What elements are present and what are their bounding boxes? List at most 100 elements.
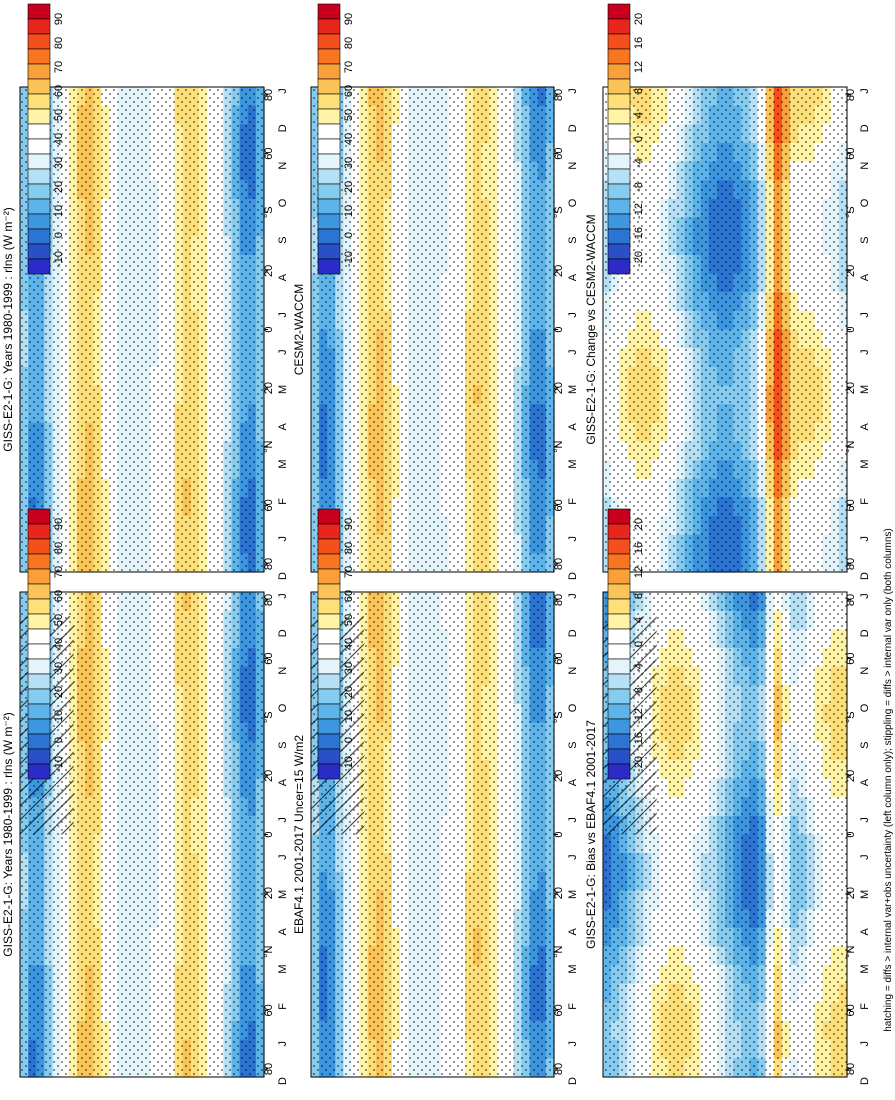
- month-tick-label: N: [567, 162, 579, 170]
- month-tick-label: S: [859, 742, 871, 749]
- colorbar-swatch: [27, 33, 51, 50]
- lat-tick-label: 80: [263, 558, 275, 570]
- month-tick-label: F: [859, 1003, 871, 1010]
- month-tick-label: M: [567, 459, 579, 468]
- colorbar-label: 80: [343, 542, 355, 554]
- month-tick-label: M: [859, 459, 871, 468]
- colorbar-swatch: [317, 748, 341, 765]
- colorbar-swatch: [317, 763, 341, 780]
- colorbar-swatch: [27, 48, 51, 65]
- panel-title: GISS-E2-1-G: Change vs CESM2-WACCM: [584, 214, 598, 444]
- lat-tick-label: 60: [263, 1004, 275, 1016]
- colorbar-swatch: [27, 703, 51, 720]
- colorbar-label: 70: [53, 61, 65, 73]
- month-tick-label: A: [567, 927, 579, 935]
- month-tick-label: O: [567, 703, 579, 712]
- lat-tick-label: 60: [263, 653, 275, 665]
- panel-title: GISS-E2-1-G: Years 1980-1999 : rlns (W m…: [1, 207, 15, 451]
- month-tick-label: A: [567, 273, 579, 281]
- colorbar-swatch: [317, 93, 341, 110]
- lat-tick-label: 0: [263, 326, 275, 332]
- colorbar-swatch: [317, 718, 341, 735]
- month-tick-label: J: [567, 1041, 579, 1047]
- month-tick-label: J: [859, 817, 871, 823]
- month-tick-label: J: [567, 536, 579, 542]
- colorbar-swatch: [27, 18, 51, 35]
- colorbar-swatch: [27, 568, 51, 585]
- month-tick-label: D: [859, 572, 871, 580]
- month-tick-label: A: [859, 778, 871, 786]
- colorbar-label: 50: [53, 614, 65, 626]
- lat-tick-label: 80: [553, 1063, 565, 1075]
- colorbar-label: 40: [343, 638, 355, 650]
- lat-tick-label: °N: [553, 441, 565, 453]
- colorbar-swatch: [317, 658, 341, 675]
- colorbar-label: 50: [343, 614, 355, 626]
- month-tick-label: A: [859, 273, 871, 281]
- colorbar-swatch: [27, 598, 51, 615]
- lat-tick-label: 20: [553, 770, 565, 782]
- month-tick-label: D: [567, 124, 579, 132]
- lat-tick-label: 0: [553, 326, 565, 332]
- colorbar-label: 60: [53, 590, 65, 602]
- month-tick-label: S: [277, 237, 289, 244]
- lat-tick-label: 80: [263, 1063, 275, 1075]
- colorbar-label: 20: [343, 686, 355, 698]
- month-tick-label: S: [567, 237, 579, 244]
- month-tick-label: M: [277, 385, 289, 394]
- stippling-overlay: [20, 87, 264, 572]
- colorbar-swatch: [317, 733, 341, 750]
- colorbar-swatch: [317, 508, 341, 525]
- month-tick-label: J: [277, 593, 289, 599]
- colorbar-swatch: [27, 63, 51, 80]
- colorbar-label: 0: [53, 232, 65, 238]
- colorbar-swatch: [317, 33, 341, 50]
- month-tick-label: J: [277, 88, 289, 94]
- month-tick-label: O: [277, 703, 289, 712]
- lat-tick-label: 20: [263, 887, 275, 899]
- lat-tick-label: °S: [553, 711, 565, 723]
- month-tick-label: J: [277, 1041, 289, 1047]
- month-tick-label: O: [567, 198, 579, 207]
- month-tick-label: J: [567, 817, 579, 823]
- lat-tick-label: 60: [553, 653, 565, 665]
- stippling-overlay: [311, 87, 554, 572]
- colorbar-label: 40: [53, 638, 65, 650]
- colorbar-swatch: [27, 688, 51, 705]
- colorbar-swatch: [27, 508, 51, 525]
- month-tick-label: D: [859, 124, 871, 132]
- colorbar-swatch: [27, 258, 51, 275]
- colorbar-swatch: [27, 198, 51, 215]
- month-tick-label: J: [277, 817, 289, 823]
- colorbar-label: 0: [53, 737, 65, 743]
- month-tick-label: O: [277, 198, 289, 207]
- panel-title: CESM2-WACCM: [292, 284, 306, 376]
- colorbar-swatch: [317, 703, 341, 720]
- colorbar-swatch: [27, 93, 51, 110]
- colorbar-swatch: [317, 108, 341, 125]
- month-tick-label: F: [277, 1003, 289, 1010]
- month-tick-label: J: [859, 593, 871, 599]
- panel-title: EBAF4.1 2001-2017 Uncer=15 W/m2: [292, 735, 306, 934]
- month-tick-label: O: [859, 703, 871, 712]
- lat-tick-label: °S: [263, 711, 275, 723]
- month-tick-label: J: [567, 593, 579, 599]
- lat-tick-label: 20: [553, 382, 565, 394]
- month-tick-label: J: [567, 854, 579, 860]
- colorbar-swatch: [27, 123, 51, 140]
- colorbar-swatch: [317, 673, 341, 690]
- month-tick-label: A: [277, 927, 289, 935]
- month-tick-label: N: [859, 667, 871, 675]
- month-tick-label: S: [277, 742, 289, 749]
- month-tick-label: J: [277, 854, 289, 860]
- month-tick-label: J: [277, 312, 289, 318]
- colorbar-swatch: [27, 183, 51, 200]
- month-tick-label: F: [567, 498, 579, 505]
- lat-tick-label: 80: [553, 89, 565, 101]
- colorbar-label: 80: [53, 542, 65, 554]
- month-tick-label: F: [277, 498, 289, 505]
- panel-p1: 8060°N20020°S6080DJFMAMJJASONDJGISS-E2-1…: [1, 591, 289, 1085]
- colorbar-swatch: [27, 108, 51, 125]
